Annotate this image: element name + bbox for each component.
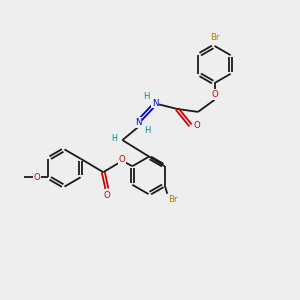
Text: H: H (144, 126, 150, 135)
Text: N: N (152, 99, 159, 108)
Text: O: O (103, 191, 110, 200)
Text: N: N (135, 118, 141, 127)
Text: H: H (143, 92, 150, 100)
Text: Br: Br (210, 33, 219, 42)
Text: H: H (111, 134, 117, 143)
Text: O: O (211, 90, 218, 99)
Text: O: O (194, 121, 200, 130)
Text: O: O (118, 155, 125, 164)
Text: Br: Br (168, 195, 178, 204)
Text: O: O (34, 173, 40, 182)
